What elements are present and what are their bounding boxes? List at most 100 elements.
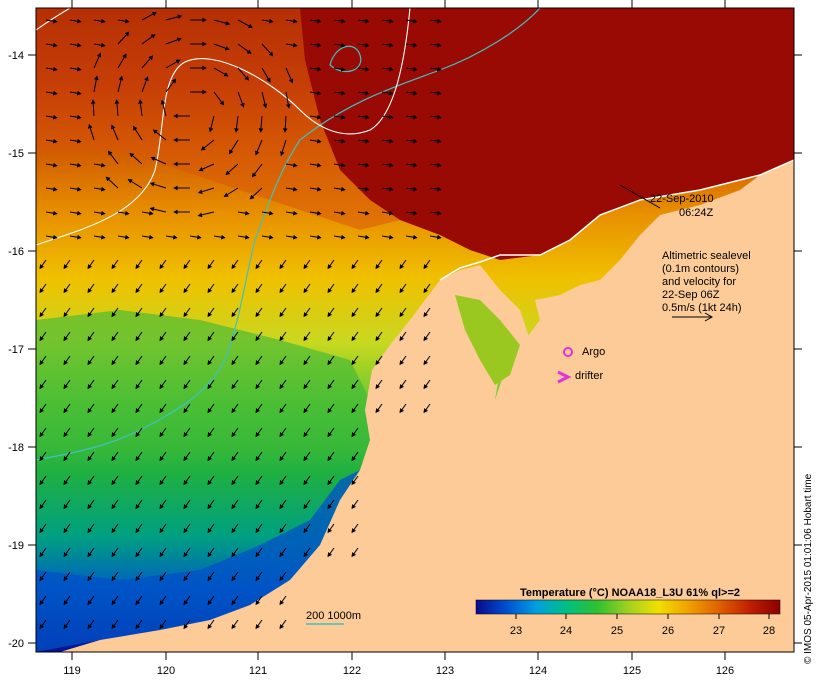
velocity-arrow-head <box>303 528 308 534</box>
velocity-arrow-head <box>240 102 245 108</box>
velocity-arrow-head <box>63 288 68 294</box>
velocity-arrow-head <box>149 182 155 187</box>
velocity-arrow-head <box>340 187 346 192</box>
velocity-arrow-head <box>364 19 370 24</box>
velocity-arrow-head <box>135 480 140 486</box>
velocity-arrow-head <box>255 624 260 630</box>
velocity-arrow-head <box>159 600 164 606</box>
velocity-arrow-head <box>135 456 140 462</box>
velocity-arrow-head <box>255 552 260 558</box>
velocity-arrow-head <box>202 41 207 47</box>
velocity-arrow-head <box>124 19 130 24</box>
estuary <box>455 295 520 385</box>
velocity-arrow-head <box>327 480 332 486</box>
velocity-arrow-head <box>244 235 250 240</box>
velocity-arrow-head <box>279 552 284 558</box>
velocity-arrow-head <box>244 76 250 81</box>
velocity-arrow-head <box>436 235 442 240</box>
bathymetry-loop <box>329 45 362 73</box>
velocity-arrow-head <box>63 456 68 462</box>
velocity-arrow-head <box>76 163 82 168</box>
velocity-arrow-head <box>76 115 82 120</box>
velocity-arrow-head <box>248 23 253 28</box>
velocity-arrow-head <box>76 211 82 216</box>
altimetry-line-3: and velocity for <box>662 276 736 288</box>
colorbar-tick-label: 26 <box>662 625 674 637</box>
velocity-arrow-head <box>87 456 92 462</box>
blue-coastal-band <box>36 470 360 652</box>
velocity-arrow-head <box>279 576 284 582</box>
x-tick-label: 122 <box>343 665 361 677</box>
velocity-arrow-head <box>100 19 106 24</box>
velocity-arrow-head <box>183 504 188 510</box>
velocity-arrow-head <box>292 187 298 192</box>
velocity-arrow-head <box>316 139 322 144</box>
x-tick-label: 123 <box>436 665 454 677</box>
velocity-arrow-head <box>412 19 418 24</box>
velocity-arrow-head <box>279 312 284 318</box>
velocity-arrow-head <box>268 211 274 216</box>
velocity-arrow-head <box>286 103 291 109</box>
velocity-arrow-head <box>262 103 268 109</box>
velocity-arrow-head <box>159 336 164 342</box>
velocity-arrow-head <box>183 288 188 294</box>
velocity-arrow-head <box>100 235 106 240</box>
velocity-arrow-head <box>436 67 442 72</box>
velocity-arrow-head <box>225 46 230 51</box>
velocity-arrow-head <box>111 360 116 366</box>
velocity-arrow-head <box>63 336 68 342</box>
velocity-arrow-head <box>251 172 257 178</box>
velocity-arrow-head <box>87 552 92 558</box>
velocity-arrow-head <box>129 152 135 158</box>
velocity-arrow-head <box>399 336 404 342</box>
velocity-arrow-head <box>303 456 308 462</box>
velocity-arrow-head <box>76 91 82 96</box>
velocity-arrow-head <box>148 235 154 240</box>
velocity-arrow-head <box>135 528 140 534</box>
velocity-arrow-head <box>127 179 133 184</box>
velocity-arrow-head <box>327 264 332 270</box>
velocity-arrow-head <box>340 91 346 96</box>
velocity-arrow-head <box>303 288 308 294</box>
velocity-arrow-head <box>39 336 44 342</box>
velocity-arrow-head <box>279 528 284 534</box>
velocity-arrow-head <box>303 432 308 438</box>
velocity-arrow-head <box>399 264 404 270</box>
velocity-arrow-head <box>316 115 322 120</box>
velocity-arrow-head <box>207 528 212 534</box>
velocity-arrow-head <box>159 288 164 294</box>
velocity-arrow-head <box>244 211 250 216</box>
velocity-arrow-head <box>231 528 236 534</box>
velocity-arrow-head <box>340 235 346 240</box>
velocity-arrow-head <box>423 264 428 270</box>
velocity-arrow-head <box>231 504 236 510</box>
velocity-arrow-head <box>183 480 188 486</box>
velocity-arrow-head <box>87 336 92 342</box>
velocity-arrow-head <box>220 235 226 240</box>
velocity-arrow-head <box>316 235 322 240</box>
velocity-arrow-head <box>97 52 102 58</box>
velocity-arrow-head <box>225 21 231 26</box>
velocity-arrow-head <box>63 504 68 510</box>
velocity-arrow-head <box>280 151 285 157</box>
velocity-arrow-head <box>388 139 394 144</box>
velocity-arrow-head <box>316 43 322 48</box>
velocity-arrow-head <box>388 115 394 120</box>
velocity-arrow-head <box>100 43 106 48</box>
velocity-arrow-head <box>423 336 428 342</box>
velocity-arrow-head <box>412 139 418 144</box>
velocity-arrow-head <box>255 288 260 294</box>
velocity-arrow-head <box>225 170 231 176</box>
velocity-arrow-head <box>111 480 116 486</box>
velocity-arrow-head <box>279 480 284 486</box>
velocity-arrow-head <box>255 600 260 606</box>
velocity-arrow-head <box>229 149 234 155</box>
velocity-arrow-head <box>388 43 394 48</box>
velocity-arrow-head <box>375 288 380 294</box>
velocity-arrow-head <box>87 624 92 630</box>
velocity-arrow-head <box>268 51 274 57</box>
velocity-arrow-head <box>39 432 44 438</box>
x-tick-label: 125 <box>623 665 641 677</box>
velocity-arrow-head <box>159 576 164 582</box>
velocity-arrow-head <box>375 336 380 342</box>
